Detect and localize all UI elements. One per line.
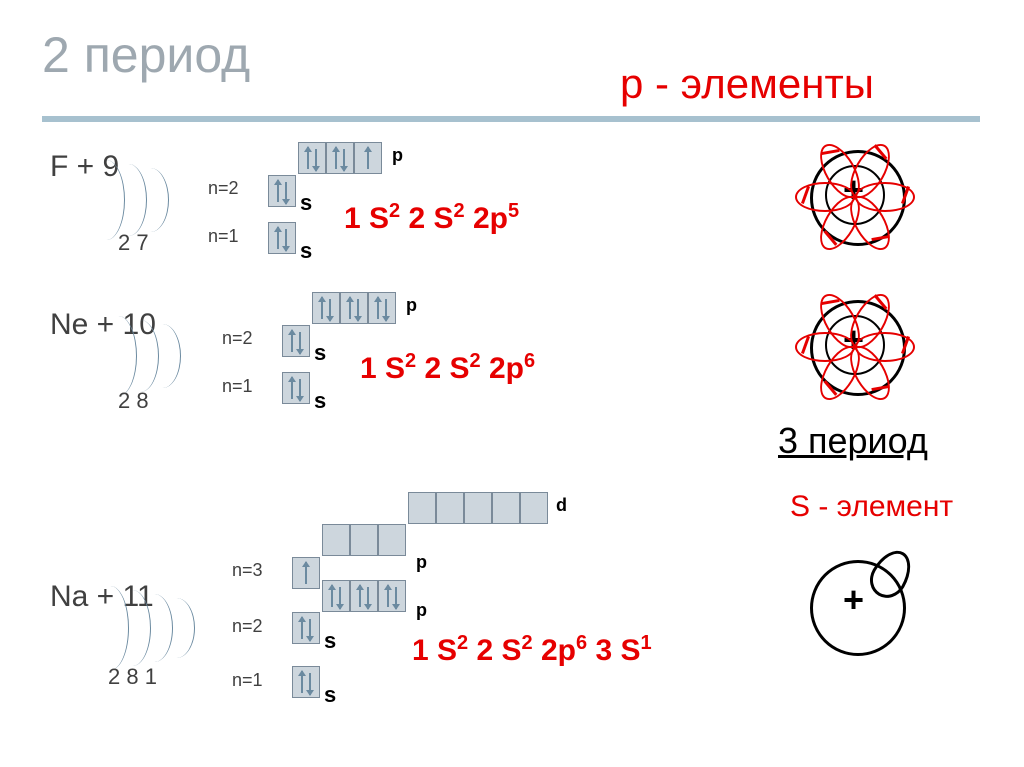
orbital-box	[350, 580, 378, 612]
orbital-box	[312, 292, 340, 324]
s-element-label: S - элемент	[790, 490, 953, 524]
period-3-heading: 3 период	[778, 420, 928, 462]
orbital-box	[520, 492, 548, 524]
plus-icon: +	[843, 579, 864, 621]
orbital-box	[378, 580, 406, 612]
text-label: n=1	[232, 670, 263, 691]
text-label: n=2	[232, 616, 263, 637]
text-label: p	[392, 145, 403, 166]
orbital-box	[326, 142, 354, 174]
orbital-box	[292, 666, 320, 698]
divider	[42, 116, 980, 122]
text-label: s	[300, 190, 312, 216]
orbital-box	[492, 492, 520, 524]
orbital-box	[378, 524, 406, 556]
orbital-box	[408, 492, 436, 524]
shell-arc	[132, 168, 169, 232]
p-elements-label: p - элементы	[620, 60, 874, 108]
text-label: s	[314, 340, 326, 366]
text-label: d	[556, 495, 567, 516]
orbital-box	[354, 142, 382, 174]
text-label: s	[324, 682, 336, 708]
shell-arc	[158, 598, 195, 658]
orbital-box	[322, 524, 350, 556]
orbital-box	[436, 492, 464, 524]
orbital-box	[282, 372, 310, 404]
orbital-box	[292, 557, 320, 589]
text-label: s	[314, 388, 326, 414]
orbital-box	[464, 492, 492, 524]
text-label: s	[300, 238, 312, 264]
orbital-box	[292, 612, 320, 644]
text-label: s	[324, 628, 336, 654]
orbital-box	[268, 222, 296, 254]
page-title: 2 период	[42, 26, 250, 84]
orbital-box	[298, 142, 326, 174]
text-label: p	[416, 600, 427, 621]
orbital-box	[282, 325, 310, 357]
text-label: n=3	[232, 560, 263, 581]
text-label: p	[406, 295, 417, 316]
orbital-box	[322, 580, 350, 612]
text-label: 2 7	[118, 230, 149, 256]
orbital-box	[350, 524, 378, 556]
orbital-box	[368, 292, 396, 324]
text-label: 2 8 1	[108, 664, 157, 690]
text-label: 1 S2 2 S2 2p6	[360, 350, 535, 386]
orbital-box	[340, 292, 368, 324]
text-label: 1 S2 2 S2 2p6 3 S1	[412, 632, 652, 668]
text-label: 1 S2 2 S2 2p5	[344, 200, 519, 236]
shell-arc	[144, 324, 181, 388]
orbital-box	[268, 175, 296, 207]
text-label: 2 8	[118, 388, 149, 414]
text-label: n=2	[222, 328, 253, 349]
text-label: n=1	[208, 226, 239, 247]
text-label: p	[416, 552, 427, 573]
text-label: n=2	[208, 178, 239, 199]
text-label: n=1	[222, 376, 253, 397]
